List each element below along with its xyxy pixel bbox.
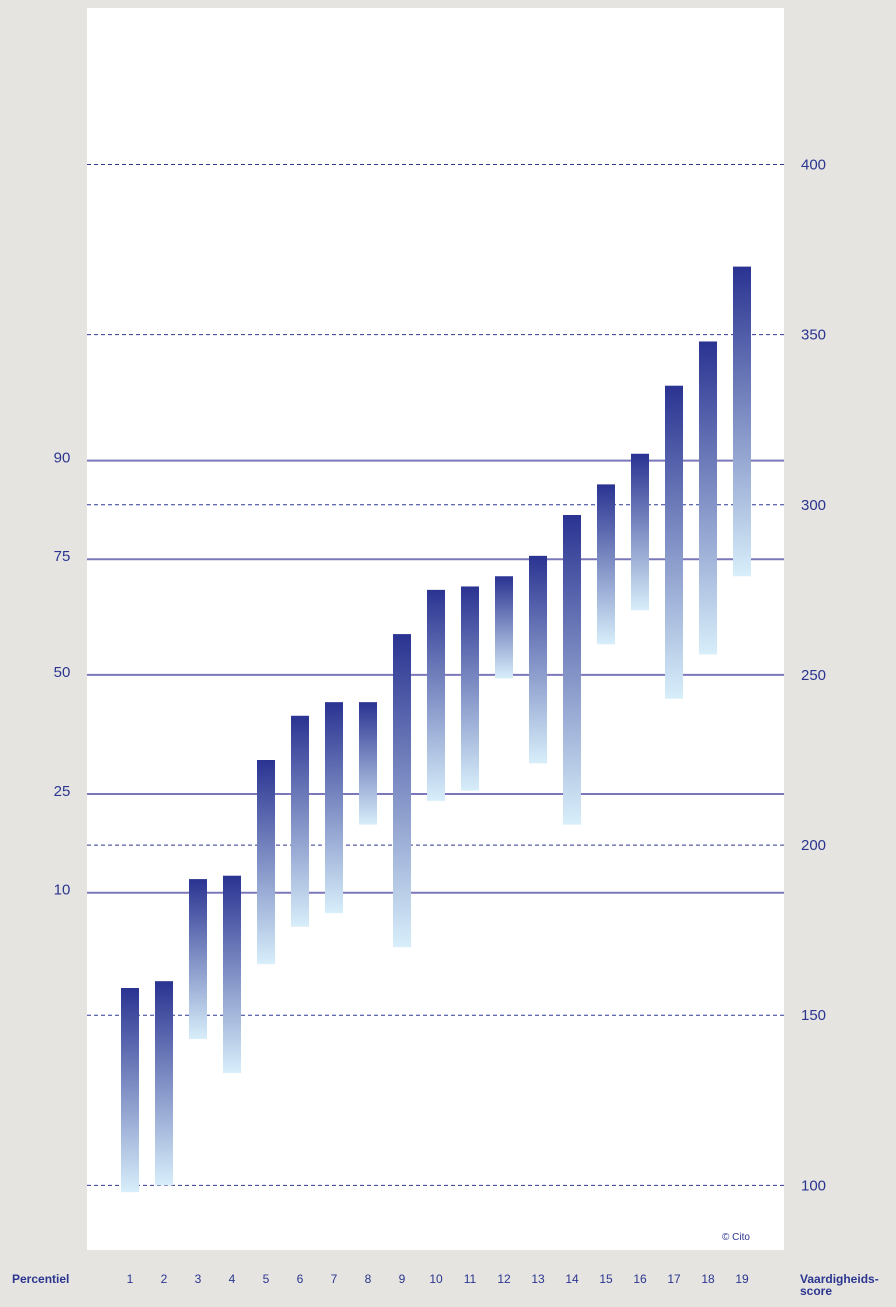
x-axis-title: Percentiel xyxy=(12,1272,69,1286)
percentile-label-75: 75 xyxy=(54,548,71,565)
percentile-label-90: 90 xyxy=(54,450,71,467)
percentile-label-10: 10 xyxy=(54,882,71,899)
right-axis-tick-150: 150 xyxy=(801,1007,826,1024)
right-axis-tick-350: 350 xyxy=(801,327,826,344)
bar-7 xyxy=(325,702,343,914)
x-tick-16: 16 xyxy=(633,1272,647,1286)
x-tick-4: 4 xyxy=(229,1272,236,1286)
x-tick-9: 9 xyxy=(399,1272,406,1286)
y-axis-title: Vaardigheids- score xyxy=(800,1272,882,1298)
percentile-label-50: 50 xyxy=(54,664,71,681)
x-tick-2: 2 xyxy=(161,1272,168,1286)
bar-19 xyxy=(733,266,751,577)
bar-1 xyxy=(121,987,139,1193)
x-tick-13: 13 xyxy=(531,1272,545,1286)
x-tick-1: 1 xyxy=(127,1272,134,1286)
x-tick-8: 8 xyxy=(365,1272,372,1286)
x-tick-15: 15 xyxy=(599,1272,613,1286)
right-axis-tick-250: 250 xyxy=(801,667,826,684)
bar-14 xyxy=(563,515,581,825)
x-tick-5: 5 xyxy=(263,1272,270,1286)
bar-6 xyxy=(291,715,309,927)
percentile-label-25: 25 xyxy=(54,783,71,800)
x-tick-7: 7 xyxy=(331,1272,338,1286)
x-tick-12: 12 xyxy=(497,1272,511,1286)
x-tick-14: 14 xyxy=(565,1272,579,1286)
bar-11 xyxy=(461,586,479,791)
bar-18 xyxy=(699,341,717,655)
bar-5 xyxy=(257,760,275,965)
bar-9 xyxy=(393,634,411,948)
bar-15 xyxy=(597,484,615,645)
bar-17 xyxy=(665,385,683,699)
right-axis-tick-300: 300 xyxy=(801,497,826,514)
bar-12 xyxy=(495,576,513,679)
y-axis-title-line-2: score xyxy=(800,1284,832,1298)
bar-13 xyxy=(529,555,547,764)
bar-10 xyxy=(427,589,445,801)
x-tick-19: 19 xyxy=(735,1272,749,1286)
x-tick-17: 17 xyxy=(667,1272,681,1286)
right-axis-tick-200: 200 xyxy=(801,837,826,854)
bar-2 xyxy=(155,981,173,1186)
bar-4 xyxy=(223,875,241,1074)
x-tick-11: 11 xyxy=(464,1272,477,1286)
right-axis-tick-100: 100 xyxy=(801,1177,826,1194)
bars xyxy=(121,266,751,1193)
x-tick-18: 18 xyxy=(701,1272,715,1286)
x-tick-10: 10 xyxy=(429,1272,443,1286)
bar-8 xyxy=(359,702,377,825)
bar-16 xyxy=(631,453,649,611)
x-tick-6: 6 xyxy=(297,1272,304,1286)
copyright-label: © Cito xyxy=(722,1232,750,1243)
x-tick-3: 3 xyxy=(195,1272,202,1286)
right-axis-tick-400: 400 xyxy=(801,157,826,174)
bar-3 xyxy=(189,879,207,1040)
y-axis-title-line-1: Vaardigheids- xyxy=(800,1272,879,1286)
